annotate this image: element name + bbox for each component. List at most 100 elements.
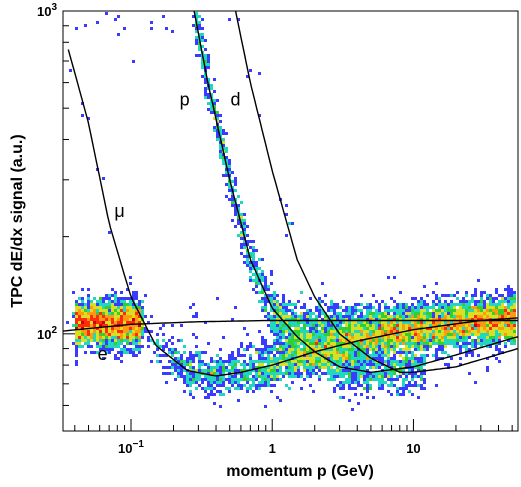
density-cell	[132, 333, 135, 336]
density-cell	[78, 312, 81, 315]
density-cell	[201, 387, 204, 390]
density-cell	[189, 378, 192, 381]
density-cell	[255, 249, 258, 252]
density-cell	[315, 357, 318, 360]
density-cell	[288, 222, 291, 225]
density-cell	[408, 321, 411, 324]
density-cell	[354, 333, 357, 336]
density-cell	[243, 384, 246, 387]
density-cell	[198, 357, 201, 360]
density-cell	[420, 306, 423, 309]
density-cell	[477, 336, 480, 339]
density-cell	[459, 357, 462, 360]
density-cell	[441, 330, 444, 333]
density-cell	[384, 312, 387, 315]
density-cell	[228, 375, 231, 378]
density-cell	[363, 315, 366, 318]
density-cell	[201, 18, 204, 21]
density-cell	[210, 357, 213, 360]
density-cell	[207, 66, 210, 69]
density-cell	[459, 324, 462, 327]
density-cell	[150, 360, 153, 363]
density-cell	[390, 339, 393, 342]
density-cell	[507, 315, 510, 318]
density-cell	[222, 132, 225, 135]
density-cell	[297, 369, 300, 372]
density-cell	[498, 309, 501, 312]
density-cell	[105, 303, 108, 306]
density-cell	[210, 111, 213, 114]
density-cell	[264, 309, 267, 312]
density-cell	[417, 306, 420, 309]
density-cell	[84, 315, 87, 318]
density-cell	[120, 297, 123, 300]
density-cell	[267, 369, 270, 372]
density-cell	[234, 183, 237, 186]
density-cell	[255, 372, 258, 375]
density-cell	[333, 327, 336, 330]
density-cell	[480, 333, 483, 336]
density-cell	[339, 369, 342, 372]
density-cell	[513, 291, 516, 294]
density-cell	[402, 303, 405, 306]
density-cell	[375, 351, 378, 354]
density-cell	[309, 348, 312, 351]
density-cell	[504, 330, 507, 333]
density-cell	[228, 159, 231, 162]
density-cell	[486, 369, 489, 372]
density-cell	[243, 348, 246, 351]
density-cell	[114, 327, 117, 330]
density-cell	[507, 300, 510, 303]
density-cell	[498, 330, 501, 333]
density-cell	[258, 360, 261, 363]
density-cell	[204, 87, 207, 90]
density-cell	[87, 300, 90, 303]
density-cell	[471, 333, 474, 336]
density-cell	[123, 321, 126, 324]
density-cell	[144, 327, 147, 330]
density-cell	[276, 357, 279, 360]
density-cell	[438, 318, 441, 321]
density-cell	[189, 354, 192, 357]
density-cell	[99, 324, 102, 327]
density-cell	[390, 363, 393, 366]
density-cell	[261, 279, 264, 282]
density-cell	[411, 333, 414, 336]
density-cell	[330, 318, 333, 321]
density-cell	[417, 303, 420, 306]
density-cell	[252, 375, 255, 378]
density-cell	[114, 18, 117, 21]
density-cell	[126, 306, 129, 309]
density-cell	[396, 342, 399, 345]
density-cell	[111, 339, 114, 342]
density-cell	[357, 372, 360, 375]
density-cell	[396, 360, 399, 363]
density-cell	[249, 69, 252, 72]
density-cell	[312, 324, 315, 327]
density-cell	[474, 309, 477, 312]
density-cell	[438, 339, 441, 342]
density-cell	[132, 306, 135, 309]
density-cell	[357, 324, 360, 327]
density-cell	[288, 348, 291, 351]
density-cell	[444, 294, 447, 297]
density-cell	[195, 378, 198, 381]
density-cell	[408, 336, 411, 339]
density-cell	[429, 315, 432, 318]
curve-p	[193, 10, 519, 373]
density-cell	[402, 324, 405, 327]
density-cell	[342, 387, 345, 390]
density-cell	[276, 321, 279, 324]
density-cell	[318, 321, 321, 324]
density-cell	[345, 309, 348, 312]
density-cell	[429, 312, 432, 315]
density-cell	[510, 315, 513, 318]
density-cell	[243, 369, 246, 372]
density-cell	[78, 324, 81, 327]
density-cell	[384, 372, 387, 375]
density-cell	[243, 378, 246, 381]
density-cell	[276, 339, 279, 342]
density-cell	[228, 186, 231, 189]
density-cell	[333, 315, 336, 318]
density-cell	[129, 330, 132, 333]
